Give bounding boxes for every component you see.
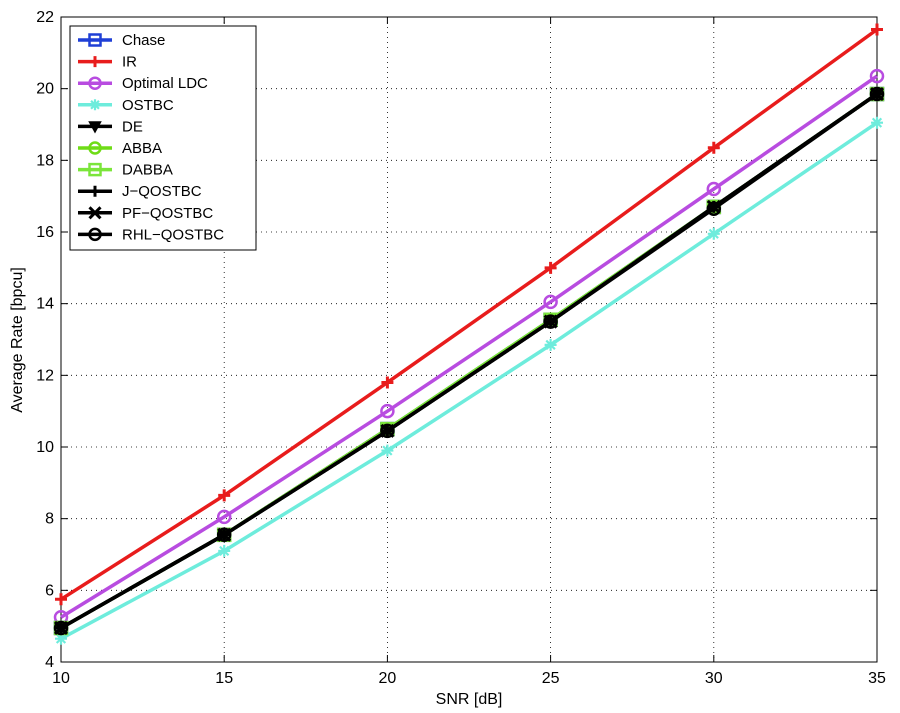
legend-item: ABBA [78, 140, 162, 157]
legend-item: DE [78, 118, 143, 135]
legend-item: OSTBC [78, 97, 174, 114]
x-tick-label: 15 [215, 670, 233, 687]
data-point [707, 227, 720, 240]
x-tick-label: 25 [542, 670, 560, 687]
legend-label: OSTBC [122, 97, 174, 114]
data-point [218, 544, 231, 557]
legend-marker [88, 162, 102, 177]
data-point [55, 632, 67, 645]
x-tick-label: 10 [52, 670, 70, 687]
legend-label: RHL−QOSTBC [122, 226, 224, 243]
data-point [707, 141, 720, 154]
series-10 [53, 86, 885, 636]
data-point [218, 489, 231, 502]
data-point [380, 403, 395, 419]
legend-item: J−QOSTBC [78, 183, 202, 200]
y-axis-title: Average Rate [bpcu] [9, 267, 26, 413]
legend-label: DE [122, 118, 143, 135]
legend-marker [88, 76, 102, 90]
legend: Chase IR Optimal LDC OSTBC DE ABBA DABBA J−QOST… [69, 25, 257, 251]
data-point [869, 86, 885, 102]
legend-marker [89, 185, 101, 197]
series-line [60, 74, 878, 619]
data-point [216, 509, 232, 525]
legend-label: J−QOSTBC [122, 183, 202, 200]
legend-label: ABBA [122, 140, 162, 157]
plot-frame [60, 16, 878, 663]
data-point [381, 444, 394, 457]
data-point [544, 261, 557, 274]
data-point [871, 116, 883, 129]
legend-marker [88, 121, 102, 134]
legend-item: Optimal LDC [78, 75, 208, 92]
series-line [60, 121, 878, 641]
legend-marker [88, 141, 102, 155]
x-tick-label: 30 [705, 670, 723, 687]
legend-label: IR [122, 54, 137, 71]
data-point [869, 68, 885, 84]
series-4 [55, 116, 883, 645]
x-tick-label: 20 [379, 670, 397, 687]
data-point [53, 620, 69, 636]
data-point [216, 527, 232, 543]
series-line [60, 92, 879, 630]
axis-ticks: 10 15 20 25 30 35 4 6 8 10 12 14 16 18 20 22 [36, 9, 886, 687]
legend-label: Optimal LDC [122, 75, 208, 92]
y-tick-label: 6 [45, 582, 54, 599]
y-tick-label: 4 [45, 654, 54, 671]
legend-label: Chase [122, 32, 165, 49]
legend-marker [89, 99, 101, 111]
data-point [543, 314, 558, 329]
data-point [544, 338, 557, 351]
data-point [55, 593, 67, 606]
data-point [380, 423, 395, 439]
y-tick-label: 10 [36, 439, 54, 456]
legend-label: DABBA [122, 162, 173, 179]
legend-label: PF−QOSTBC [122, 205, 213, 222]
legend-item: RHL−QOSTBC [78, 226, 224, 243]
x-axis-title: SNR [dB] [436, 691, 503, 708]
data-point [706, 181, 722, 197]
y-tick-label: 14 [36, 296, 54, 313]
data-point [706, 201, 722, 216]
series-3 [53, 68, 885, 625]
legend-marker [88, 227, 102, 242]
y-tick-label: 20 [36, 81, 54, 98]
data-point [543, 294, 558, 310]
y-tick-label: 18 [36, 152, 54, 169]
y-tick-label: 22 [36, 9, 54, 26]
legend-item: DABBA [78, 162, 173, 179]
legend-item: IR [78, 54, 137, 71]
y-tick-label: 8 [45, 511, 54, 528]
x-tick-label: 35 [868, 670, 886, 687]
data-point [381, 376, 394, 389]
data-point [871, 23, 883, 36]
y-tick-label: 12 [36, 367, 54, 384]
legend-marker [88, 206, 102, 220]
legend-marker [88, 33, 102, 47]
legend-item: Chase [78, 32, 165, 49]
legend-marker [89, 56, 101, 68]
legend-item: PF−QOSTBC [78, 205, 213, 222]
series-line [60, 28, 879, 601]
y-tick-label: 16 [36, 224, 54, 241]
series-group [53, 23, 885, 645]
series-2 [55, 23, 883, 606]
